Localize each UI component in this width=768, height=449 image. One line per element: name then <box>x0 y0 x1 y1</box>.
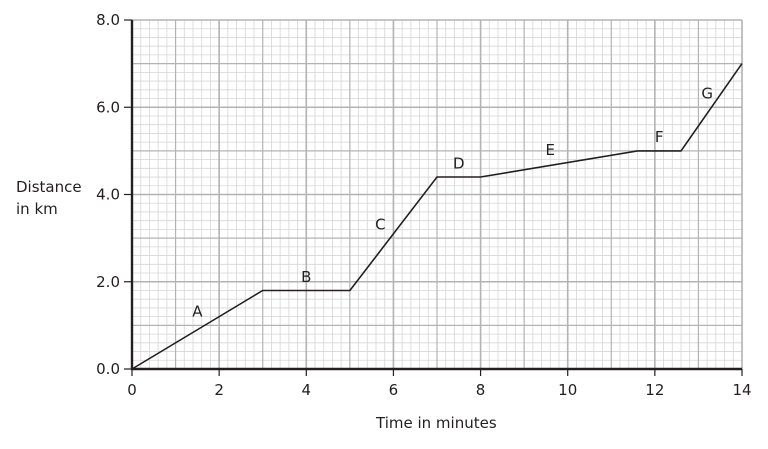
x-tick-label: 0 <box>127 381 137 399</box>
axis-ticks: 0 2 4 6 8 10 12 14 0.0 2.0 4.0 6.0 8.0 <box>96 11 751 399</box>
y-axis-label-line-2: in km <box>16 200 58 218</box>
segment-label-d: D <box>453 154 465 172</box>
x-tick-label: 10 <box>558 381 577 399</box>
x-tick-label: 8 <box>476 381 486 399</box>
segment-label-e: E <box>546 141 555 159</box>
y-tick-label: 2.0 <box>96 273 120 291</box>
journey-line <box>131 63 743 370</box>
y-tick-label: 4.0 <box>96 186 120 204</box>
x-tick-label: 14 <box>732 381 751 399</box>
segment-label-g: G <box>701 85 713 103</box>
y-tick-label: 8.0 <box>96 11 120 29</box>
x-tick-label: 2 <box>214 381 224 399</box>
segment-label-c: C <box>375 215 385 233</box>
segment-labels: A B C D E F G <box>192 85 713 321</box>
y-tick-label: 6.0 <box>96 98 120 116</box>
y-axis-label: Distance in km <box>16 176 82 220</box>
x-axis-label: Time in minutes <box>376 414 497 432</box>
segment-label-f: F <box>655 128 664 146</box>
segment-label-b: B <box>301 268 311 286</box>
x-tick-label: 6 <box>389 381 399 399</box>
y-tick-label: 0.0 <box>96 360 120 378</box>
y-axis-label-line-1: Distance <box>16 178 82 196</box>
segment-label-a: A <box>192 303 203 321</box>
x-tick-label: 4 <box>302 381 312 399</box>
x-tick-label: 12 <box>645 381 664 399</box>
